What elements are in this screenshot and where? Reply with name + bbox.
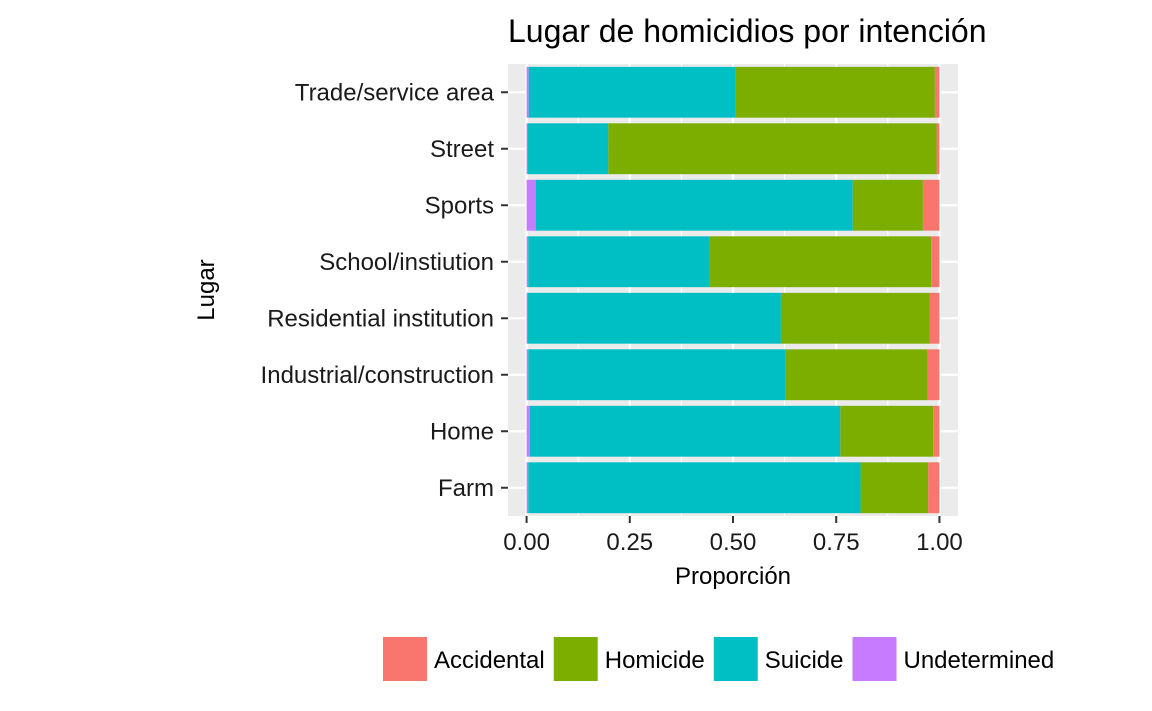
legend-key [713, 637, 758, 681]
bar-segment [922, 179, 940, 231]
legend-label: Suicide [765, 647, 844, 674]
y-tick-label: Industrial/construction [261, 362, 494, 389]
bar-segment [780, 292, 930, 344]
bar-segment [860, 462, 929, 514]
x-axis-title: Proporción [675, 563, 791, 590]
y-tick-label: Trade/service area [295, 79, 495, 106]
bar-segment [928, 462, 940, 514]
bar-segment [526, 236, 529, 288]
legend-key [383, 637, 427, 681]
x-tick-label: 0.50 [710, 529, 757, 556]
bar-segment [785, 349, 928, 401]
y-tick-label: Sports [425, 192, 494, 219]
x-tick-label: 0.75 [813, 529, 860, 556]
x-tick-label: 1.00 [916, 529, 963, 556]
bar-segment [852, 179, 923, 231]
bar-segment [526, 462, 529, 514]
x-axis: 0.00 0.25 0.50 0.75 1.00 [503, 516, 963, 556]
x-tick-label: 0.25 [606, 529, 653, 556]
bar-segment [933, 405, 940, 457]
legend: Accidental Homicide Suicide Undetermined [383, 637, 1054, 681]
bar-segment [526, 179, 536, 231]
bar-segment [934, 66, 940, 118]
y-axis-title: Lugar [193, 259, 220, 320]
bar-segment [535, 179, 853, 231]
bar-segment [528, 462, 861, 514]
bar-segment [526, 405, 530, 457]
bar-segment [936, 123, 940, 175]
bar-segment [931, 236, 940, 288]
bar-segment [528, 236, 710, 288]
legend-key [553, 637, 598, 681]
bar-segment [526, 292, 528, 344]
bar-segment [709, 236, 932, 288]
legend-label: Undetermined [903, 647, 1054, 674]
bar-segment [840, 405, 934, 457]
y-tick-label: Street [430, 136, 494, 163]
bar-segment [529, 405, 841, 457]
y-tick-label: Farm [438, 475, 494, 502]
y-tick-label: School/instiution [319, 249, 494, 276]
legend-label: Accidental [434, 647, 545, 674]
legend-key [852, 637, 897, 681]
bar-segment [735, 66, 935, 118]
bar-segment [526, 349, 529, 401]
bar-segment [608, 123, 937, 175]
y-tick-label: Residential institution [267, 305, 494, 332]
bar-segment [929, 292, 940, 344]
bar-segment [526, 123, 528, 175]
bar-segment [527, 123, 609, 175]
legend-label: Homicide [605, 647, 705, 674]
bars [526, 66, 940, 514]
y-tick-label: Home [430, 418, 494, 445]
bar-segment [526, 66, 529, 118]
y-axis: Trade/service area Street Sports School/ins… [261, 79, 508, 502]
bar-segment [528, 66, 736, 118]
chart-title: Lugar de homicidios por intención [508, 13, 987, 49]
bar-segment [927, 349, 940, 401]
bar-segment [527, 292, 781, 344]
x-tick-label: 0.00 [503, 529, 550, 556]
bar-segment [528, 349, 786, 401]
